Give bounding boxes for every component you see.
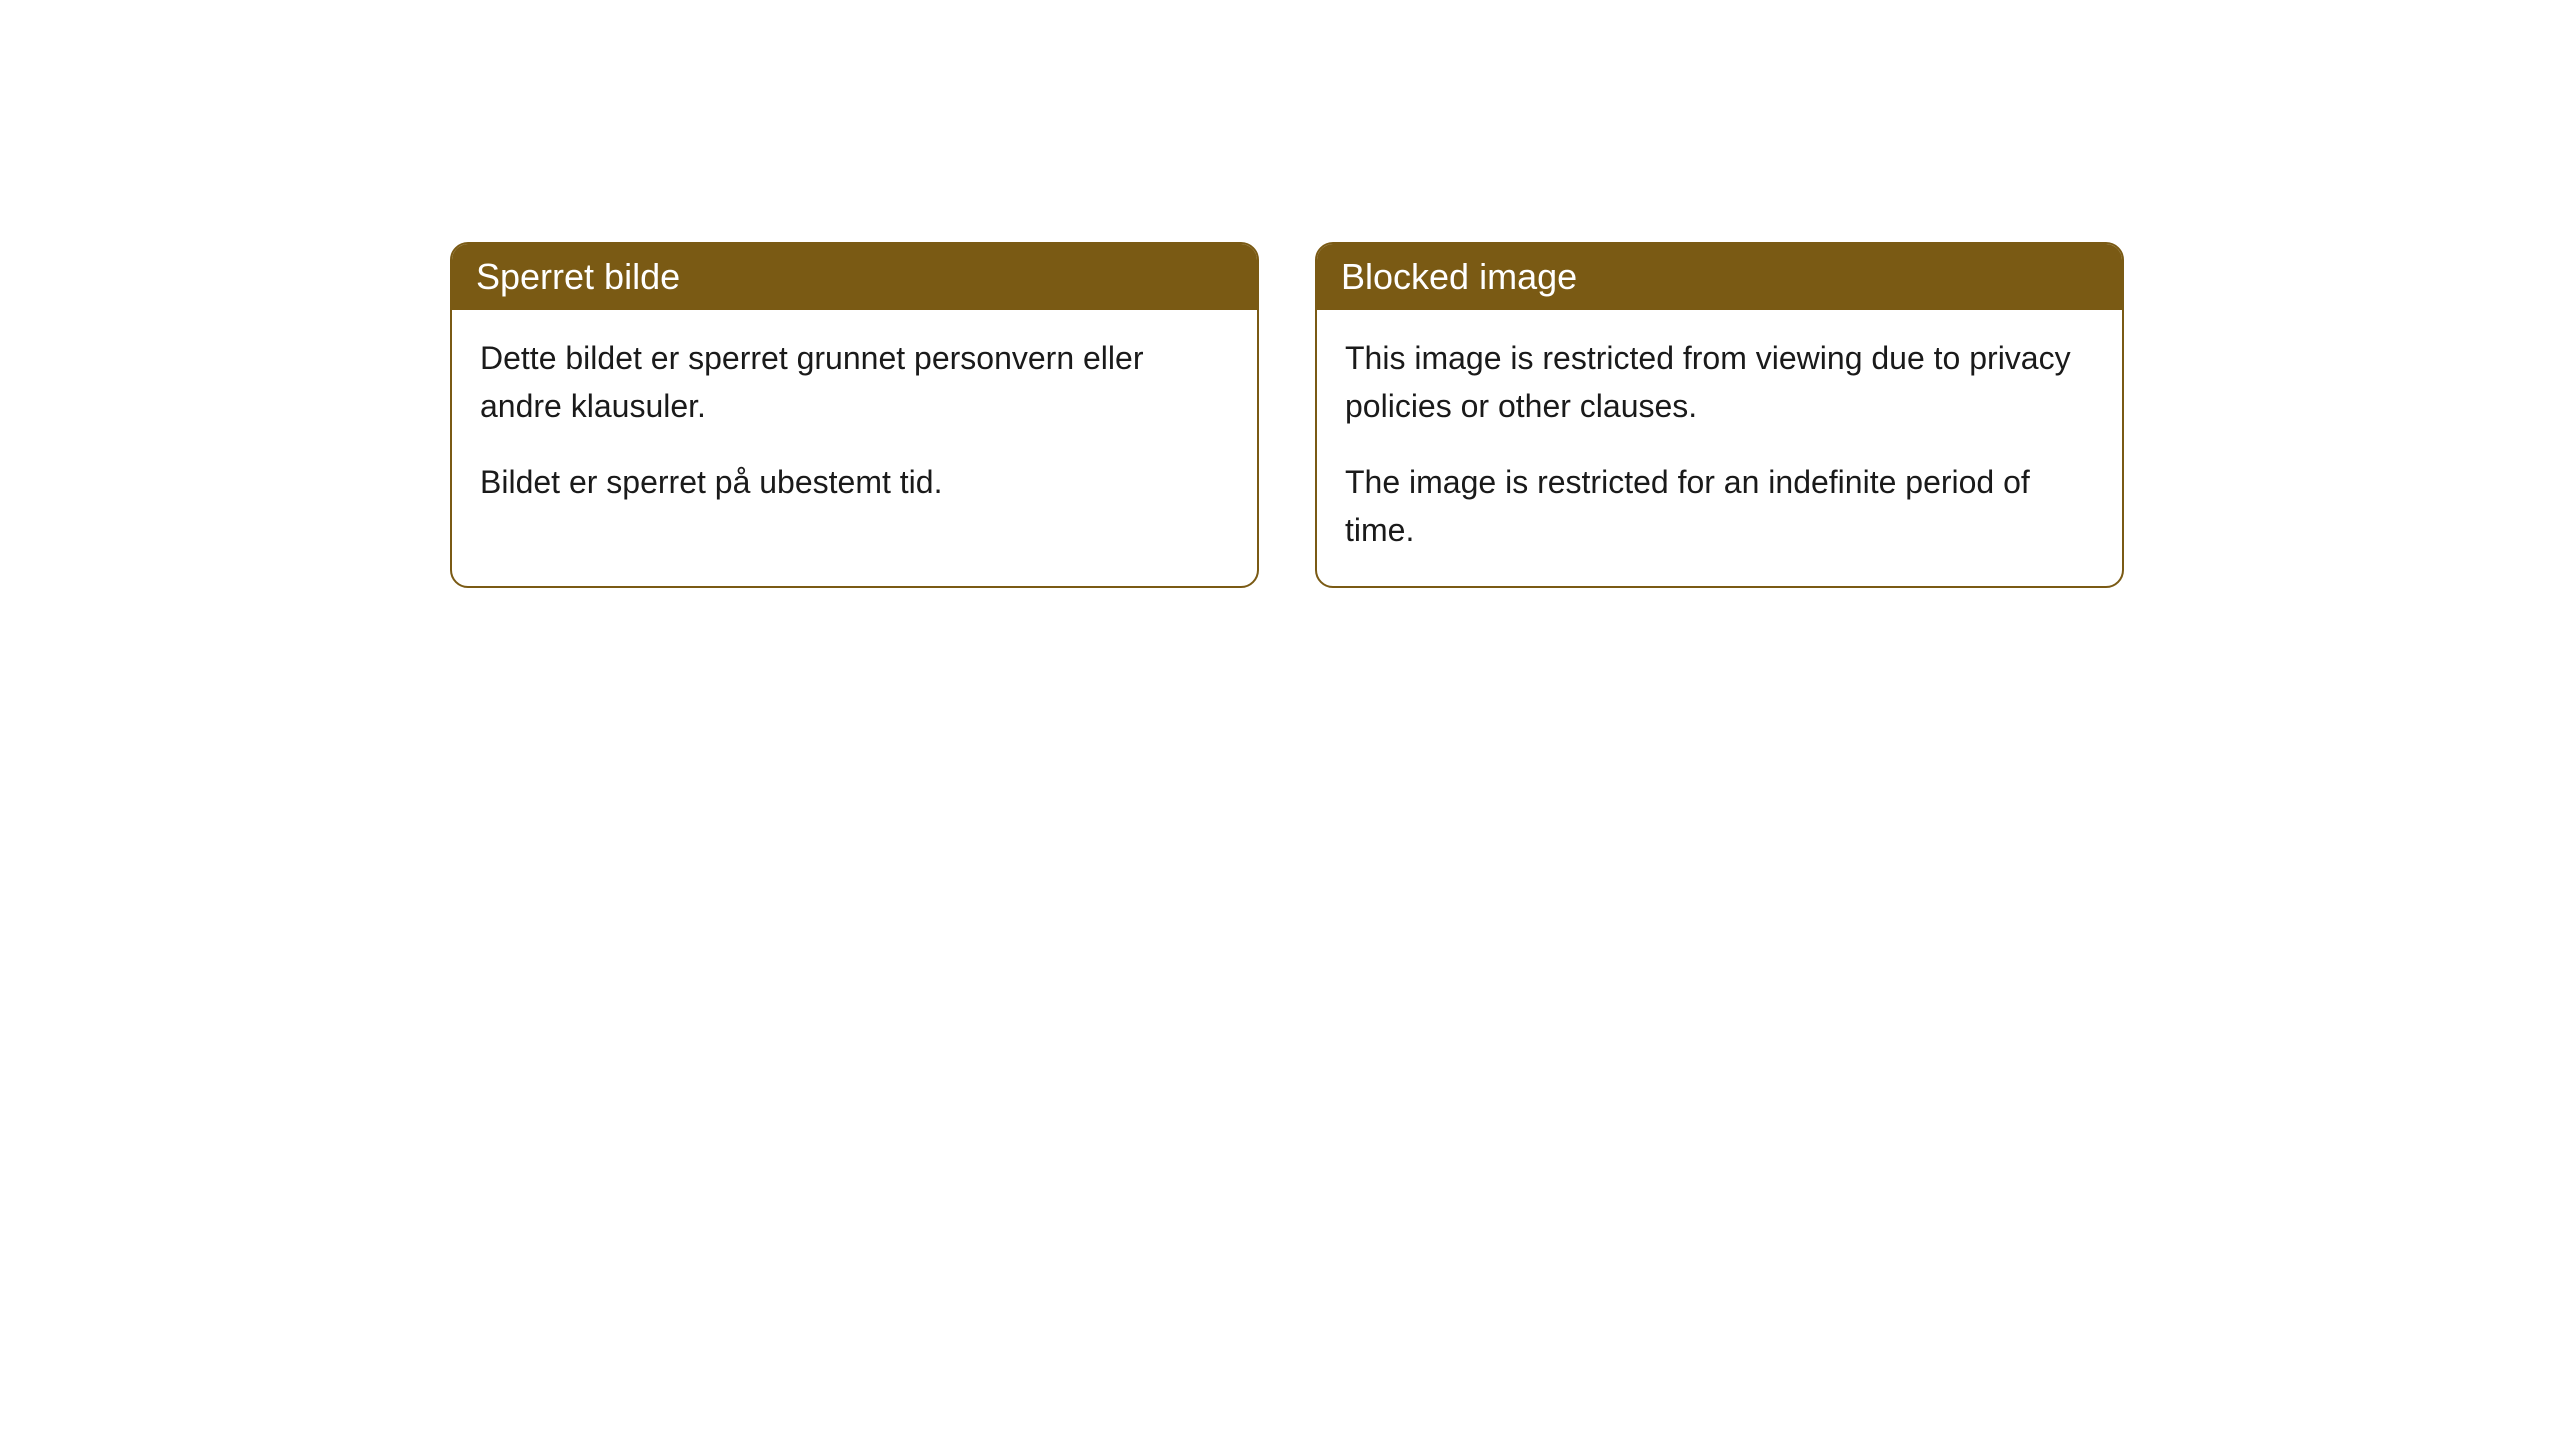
card-paragraph-1: This image is restricted from viewing du…: [1345, 334, 2094, 430]
card-paragraph-1: Dette bildet er sperret grunnet personve…: [480, 334, 1229, 430]
card-paragraph-2: The image is restricted for an indefinit…: [1345, 458, 2094, 554]
card-paragraph-2: Bildet er sperret på ubestemt tid.: [480, 458, 1229, 506]
notice-cards-container: Sperret bilde Dette bildet er sperret gr…: [0, 0, 2560, 588]
blocked-image-card-english: Blocked image This image is restricted f…: [1315, 242, 2124, 588]
card-title: Blocked image: [1341, 256, 1577, 297]
blocked-image-card-norwegian: Sperret bilde Dette bildet er sperret gr…: [450, 242, 1259, 588]
card-header-norwegian: Sperret bilde: [452, 244, 1257, 310]
card-body-english: This image is restricted from viewing du…: [1317, 310, 2122, 586]
card-title: Sperret bilde: [476, 256, 680, 297]
card-body-norwegian: Dette bildet er sperret grunnet personve…: [452, 310, 1257, 538]
card-header-english: Blocked image: [1317, 244, 2122, 310]
